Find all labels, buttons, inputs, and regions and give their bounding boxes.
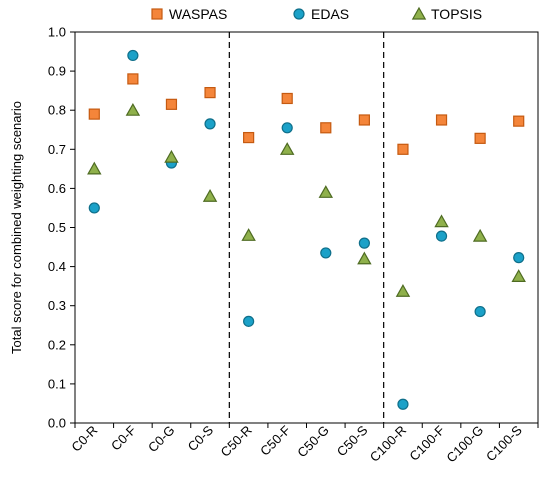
y-tick-label: 0.1 [48,376,66,391]
edas-point [435,230,448,242]
topsis-point [318,185,334,198]
y-tick-label: 0.0 [48,416,66,431]
topsis-point [164,149,179,163]
x-tick-label: C0-R [68,423,100,455]
y-tick-label: 0.4 [48,259,66,274]
edas-point [513,252,525,264]
plot-area [74,31,539,424]
topsis-point [202,188,218,202]
waspas-point [127,73,139,85]
topsis-point [241,228,256,241]
waspas-point [358,114,370,126]
topsis-point [279,142,295,155]
topsis-point [434,214,449,228]
x-tick-label: C100-S [483,422,525,464]
y-axis: 0.0 0.1 0.2 0.3 0.4 0.5 0.6 0.7 0.8 0.9 1.0 [48,25,75,431]
y-tick-label: 0.7 [48,142,66,157]
edas-point [281,122,293,134]
edas-point [474,305,486,318]
y-axis-title: Total score for combined weighting scena… [9,101,24,354]
edas-point [88,202,100,214]
waspas-point [204,87,216,99]
edas-point [127,49,139,62]
topsis-point [511,269,526,282]
topsis-point [125,102,141,116]
legend-label: EDAS [311,6,349,22]
x-tick-label: C50-R [218,423,255,460]
x-tick-label: C0-F [108,422,139,453]
topsis-legend-marker [411,6,427,20]
topsis-point [395,284,411,297]
legend-label: TOPSIS [431,6,482,22]
x-axis: C0-R C0-F C0-G C0-S C50-R C50-F C50-G C50-SC100… [68,422,539,466]
y-tick-label: 0.2 [48,337,66,352]
y-tick-label: 0.6 [48,181,66,196]
waspas-point [397,143,409,155]
edas-point [204,118,216,130]
x-tick-label: C100-G [443,423,486,466]
waspas-point [281,92,293,105]
y-tick-label: 0.8 [48,103,66,118]
waspas-point [165,98,178,110]
group-separators [228,32,385,423]
waspas-point [243,131,255,144]
y-tick-label: 0.5 [48,220,66,235]
x-tick-label: C100-R [367,423,409,465]
waspas-point [474,132,486,144]
data-marks [87,49,526,410]
waspas-legend-marker [151,8,163,20]
waspas-point [435,114,448,126]
x-tick-label: C0-G [145,423,178,456]
waspas-point [320,122,332,134]
legend: WASPAS EDAS TOPSIS [151,6,482,22]
waspas-point [513,115,525,127]
topsis-point [357,251,372,265]
y-tick-label: 0.3 [48,298,66,313]
topsis-point [472,228,488,242]
waspas-point [88,108,100,120]
edas-point [397,398,409,410]
edas-point [243,315,255,327]
y-tick-label: 0.9 [48,64,66,79]
legend-label: WASPAS [169,6,227,22]
x-tick-label: C50-G [294,423,332,461]
y-tick-label: 1.0 [48,25,66,40]
x-tick-label: C50-F [257,422,293,458]
x-tick-label: C0-S [185,422,217,454]
x-tick-label: C100-F [406,422,447,463]
topsis-point [87,161,102,175]
x-tick-label: C50-S [334,422,371,459]
edas-point [320,247,332,259]
edas-point [358,237,370,249]
edas-legend-marker [293,8,305,20]
